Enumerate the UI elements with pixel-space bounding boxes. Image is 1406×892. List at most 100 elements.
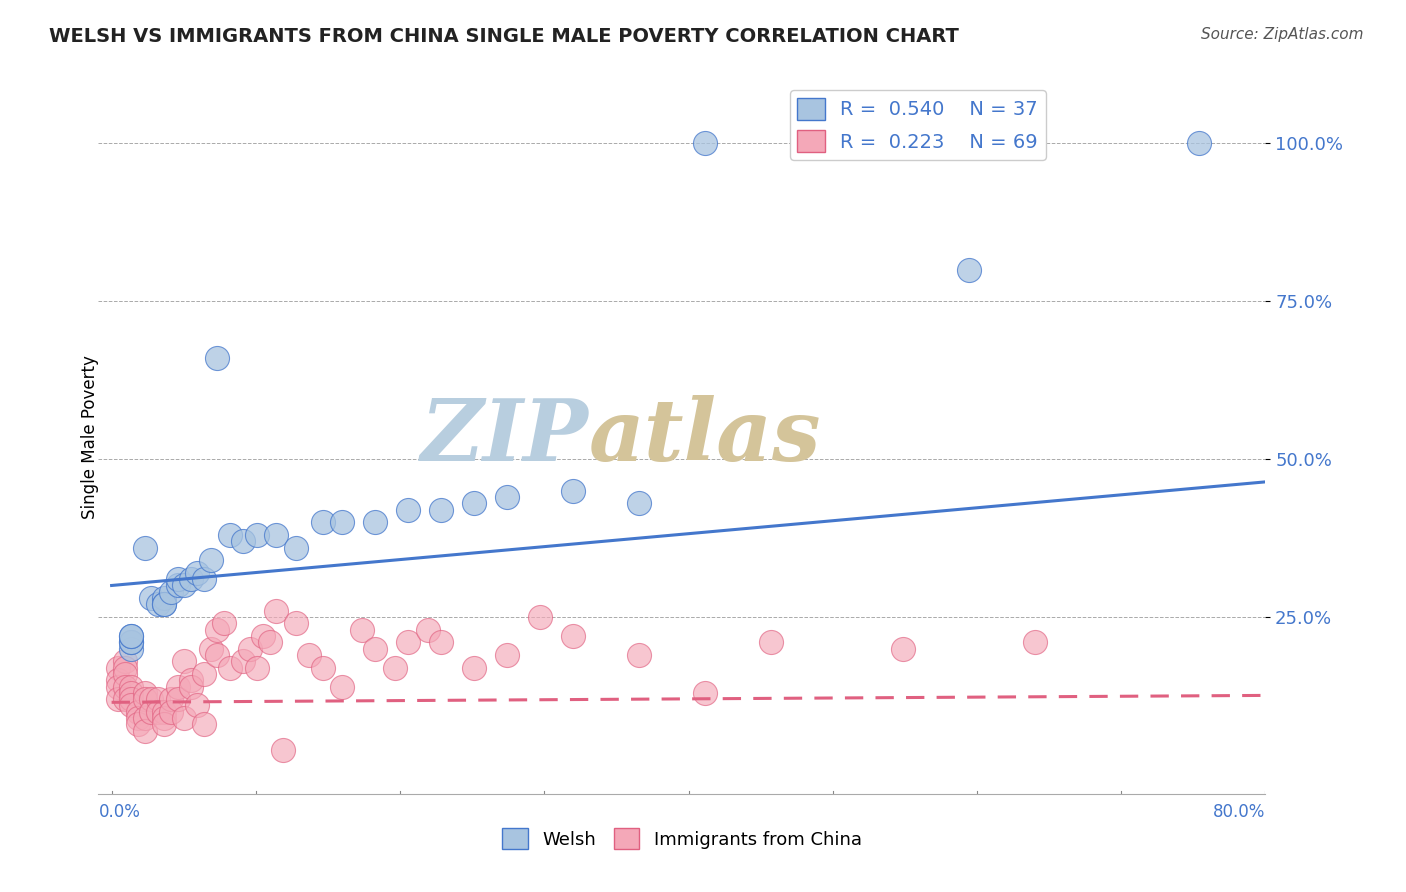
Point bbox=[166, 692, 188, 706]
Point bbox=[186, 698, 208, 713]
Point bbox=[285, 541, 308, 555]
Point bbox=[141, 705, 163, 719]
Point bbox=[120, 635, 142, 649]
Point bbox=[200, 553, 222, 567]
Point bbox=[311, 516, 333, 530]
Point bbox=[193, 666, 215, 681]
Point bbox=[212, 616, 235, 631]
Point bbox=[205, 623, 228, 637]
Point bbox=[200, 641, 222, 656]
Point bbox=[332, 516, 354, 530]
Point bbox=[134, 723, 156, 738]
Point bbox=[114, 660, 136, 674]
Point bbox=[160, 692, 183, 706]
Point bbox=[628, 496, 651, 510]
Point bbox=[153, 598, 176, 612]
Point bbox=[1024, 635, 1046, 649]
Point bbox=[160, 705, 183, 719]
Point bbox=[332, 680, 354, 694]
Point bbox=[430, 635, 453, 649]
Point bbox=[416, 623, 439, 637]
Point bbox=[384, 660, 406, 674]
Point bbox=[496, 648, 519, 662]
Point bbox=[153, 711, 176, 725]
Point bbox=[285, 616, 308, 631]
Point bbox=[232, 654, 254, 668]
Point bbox=[120, 629, 142, 643]
Point bbox=[364, 516, 387, 530]
Point bbox=[259, 635, 281, 649]
Point bbox=[891, 641, 914, 656]
Point bbox=[120, 692, 142, 706]
Point bbox=[173, 654, 195, 668]
Point bbox=[463, 496, 485, 510]
Point bbox=[127, 705, 149, 719]
Point bbox=[146, 705, 169, 719]
Point bbox=[107, 692, 129, 706]
Point bbox=[239, 641, 262, 656]
Point bbox=[180, 673, 202, 688]
Point bbox=[134, 692, 156, 706]
Point bbox=[120, 635, 142, 649]
Point bbox=[1188, 136, 1211, 151]
Text: ZIP: ZIP bbox=[420, 395, 589, 479]
Point bbox=[759, 635, 782, 649]
Point bbox=[352, 623, 374, 637]
Point bbox=[134, 541, 156, 555]
Point bbox=[180, 680, 202, 694]
Point bbox=[107, 660, 129, 674]
Point bbox=[396, 502, 419, 516]
Point bbox=[120, 680, 142, 694]
Point bbox=[693, 686, 716, 700]
Point bbox=[107, 680, 129, 694]
Point bbox=[114, 692, 136, 706]
Point bbox=[693, 136, 716, 151]
Point bbox=[219, 528, 242, 542]
Point bbox=[364, 641, 387, 656]
Point bbox=[141, 591, 163, 606]
Point bbox=[246, 528, 269, 542]
Text: WELSH VS IMMIGRANTS FROM CHINA SINGLE MALE POVERTY CORRELATION CHART: WELSH VS IMMIGRANTS FROM CHINA SINGLE MA… bbox=[49, 27, 959, 45]
Point bbox=[173, 711, 195, 725]
Point bbox=[141, 692, 163, 706]
Point bbox=[153, 598, 176, 612]
Point bbox=[160, 584, 183, 599]
Point bbox=[114, 666, 136, 681]
Point bbox=[120, 641, 142, 656]
Point bbox=[252, 629, 274, 643]
Point bbox=[153, 591, 176, 606]
Point bbox=[298, 648, 321, 662]
Point bbox=[232, 534, 254, 549]
Point bbox=[529, 610, 551, 624]
Point bbox=[311, 660, 333, 674]
Point bbox=[166, 578, 188, 592]
Point bbox=[146, 598, 169, 612]
Point bbox=[957, 262, 980, 277]
Point bbox=[463, 660, 485, 674]
Point bbox=[120, 686, 142, 700]
Point bbox=[153, 705, 176, 719]
Point bbox=[628, 648, 651, 662]
Point bbox=[127, 711, 149, 725]
Text: 0.0%: 0.0% bbox=[98, 804, 141, 822]
Point bbox=[180, 572, 202, 586]
Text: 80.0%: 80.0% bbox=[1213, 804, 1265, 822]
Point bbox=[173, 578, 195, 592]
Point bbox=[114, 654, 136, 668]
Point bbox=[396, 635, 419, 649]
Point bbox=[153, 717, 176, 731]
Point bbox=[193, 717, 215, 731]
Point bbox=[266, 604, 288, 618]
Point bbox=[205, 648, 228, 662]
Point bbox=[266, 528, 288, 542]
Point bbox=[166, 572, 188, 586]
Point bbox=[120, 629, 142, 643]
Point bbox=[120, 698, 142, 713]
Point bbox=[134, 711, 156, 725]
Point bbox=[205, 351, 228, 366]
Point bbox=[219, 660, 242, 674]
Legend: Welsh, Immigrants from China: Welsh, Immigrants from China bbox=[495, 821, 869, 856]
Point bbox=[166, 680, 188, 694]
Point bbox=[430, 502, 453, 516]
Text: Source: ZipAtlas.com: Source: ZipAtlas.com bbox=[1201, 27, 1364, 42]
